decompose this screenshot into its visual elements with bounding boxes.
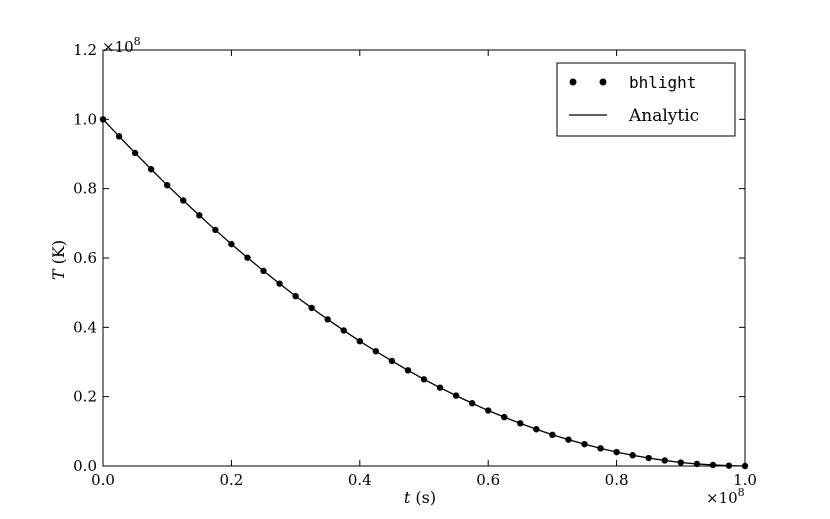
y-tick-label: 0.0	[73, 457, 97, 475]
data-point-bhlight	[228, 240, 235, 248]
x-axis-label: t (s)	[404, 488, 436, 507]
data-point-bhlight	[677, 459, 684, 466]
data-point-bhlight	[597, 445, 604, 452]
y-axis-label-var: T	[49, 268, 68, 280]
data-point-bhlight	[372, 348, 380, 355]
y-tick-label: 0.4	[73, 318, 97, 336]
y-axis-label-unit: (K)	[49, 240, 68, 270]
data-point-bhlight	[517, 420, 524, 427]
data-point-bhlight	[549, 431, 556, 438]
y-tick-label: 0.2	[73, 388, 97, 406]
data-point-bhlight	[340, 327, 347, 334]
legend-label-analytic: Analytic	[628, 106, 699, 126]
data-point-bhlight	[388, 357, 396, 365]
x-tick-label: 0.2	[219, 471, 243, 489]
data-point-bhlight	[196, 212, 203, 219]
legend: bhlight Analytic	[556, 62, 736, 137]
legend-marker-bhlight-1	[569, 78, 577, 86]
x-axis-ticks: 0.0 0.2 0.4 0.6 0.8 1.0	[91, 50, 757, 489]
data-point-bhlight	[565, 436, 572, 443]
data-point-bhlight	[645, 454, 652, 462]
legend-box	[556, 62, 736, 137]
x-tick-label: 0.8	[605, 471, 629, 489]
x-tick-label: 0.6	[476, 471, 500, 489]
y-tick-label: 0.6	[73, 249, 97, 267]
data-point-bhlight	[324, 316, 331, 323]
data-point-bhlight	[533, 426, 540, 433]
y-tick-label: 1.2	[73, 41, 97, 59]
data-point-bhlight	[485, 407, 492, 414]
data-point-bhlight	[581, 440, 588, 448]
data-point-bhlight	[292, 292, 299, 300]
data-point-bhlight	[180, 197, 187, 204]
y-offset-base: ×10	[102, 38, 134, 56]
data-point-bhlight	[212, 226, 219, 234]
data-point-bhlight	[260, 267, 267, 275]
y-tick-label: 0.8	[73, 180, 97, 198]
data-point-bhlight	[420, 376, 428, 383]
data-point-bhlight	[436, 384, 444, 391]
data-point-bhlight	[468, 400, 476, 407]
data-point-bhlight	[661, 457, 668, 464]
data-point-bhlight	[276, 280, 283, 287]
data-point-bhlight	[404, 367, 412, 374]
x-axis-label-var: t	[404, 488, 411, 507]
data-point-bhlight	[709, 461, 717, 469]
x-axis-label-unit: (s)	[410, 488, 436, 507]
x-tick-label: 0.0	[91, 471, 115, 489]
x-axis-offset-text: ×108	[706, 486, 745, 507]
x-offset-base: ×10	[706, 489, 738, 507]
y-tick-label: 1.0	[73, 110, 97, 128]
data-point-bhlight	[115, 133, 123, 140]
x-offset-exponent: 8	[738, 486, 745, 499]
y-offset-exponent: 8	[134, 35, 141, 48]
data-point-bhlight	[613, 448, 620, 456]
data-point-bhlight	[308, 304, 315, 312]
legend-label-bhlight: bhlight	[629, 73, 696, 92]
data-point-bhlight	[131, 149, 139, 157]
data-point-bhlight	[147, 166, 155, 173]
data-point-bhlight	[452, 392, 460, 399]
data-point-bhlight	[356, 338, 363, 345]
data-point-bhlight	[244, 254, 251, 261]
y-axis-label: T (K)	[49, 240, 68, 280]
plot-area	[99, 116, 749, 470]
y-axis-ticks: 0.0 0.2 0.4 0.6 0.8 1.0 1.2	[73, 41, 745, 475]
data-point-bhlight	[629, 452, 636, 459]
data-point-bhlight	[501, 413, 508, 421]
y-axis-offset-text: ×108	[102, 35, 141, 56]
x-tick-label: 0.4	[348, 471, 372, 489]
series-markers-bhlight	[99, 116, 749, 470]
x-tick-label: 1.0	[733, 471, 757, 489]
data-point-bhlight	[164, 182, 171, 189]
legend-marker-bhlight-2	[599, 78, 607, 86]
